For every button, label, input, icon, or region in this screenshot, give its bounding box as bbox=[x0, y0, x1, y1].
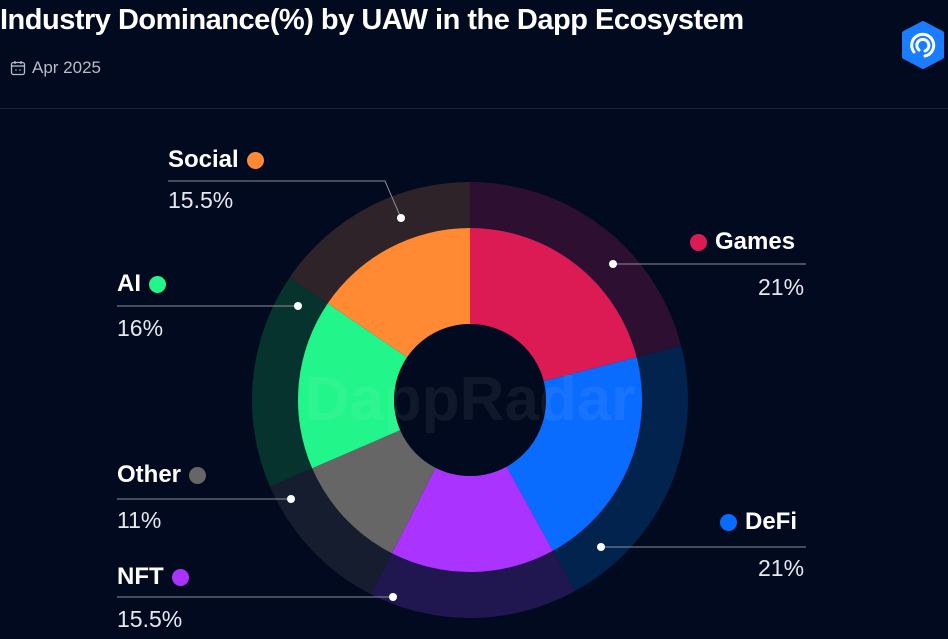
slice-social[interactable] bbox=[327, 228, 470, 358]
dappradar-logo-icon bbox=[902, 21, 944, 69]
label-text-other: Other bbox=[117, 461, 182, 488]
legend-dot-defi bbox=[720, 513, 737, 531]
leader-dot-social bbox=[397, 214, 405, 222]
value-label-other: 11% bbox=[117, 507, 162, 533]
legend-dot-nft bbox=[171, 568, 189, 586]
chart-title: Industry Dominance(%) by UAW in the Dapp… bbox=[0, 4, 744, 36]
date-display: Apr 2025 bbox=[10, 58, 101, 78]
calendar-icon bbox=[10, 61, 26, 76]
slice-other[interactable] bbox=[312, 430, 436, 554]
outer-ring-social bbox=[289, 182, 470, 305]
header-divider bbox=[0, 108, 948, 109]
slice-nft[interactable] bbox=[391, 466, 553, 572]
slice-ai[interactable] bbox=[298, 303, 408, 469]
value-label-nft: 15.5% bbox=[117, 606, 183, 632]
legend-dot-other bbox=[189, 466, 207, 484]
leader-dot-nft bbox=[389, 593, 397, 601]
label-text-social: Social bbox=[168, 146, 239, 173]
label-ai: AI bbox=[117, 270, 166, 298]
leader-dot-games bbox=[609, 260, 617, 268]
outer-ring-ai bbox=[252, 277, 330, 487]
watermark: DappRadar bbox=[305, 365, 636, 434]
legend-dot-social bbox=[246, 151, 264, 169]
outer-ring-defi bbox=[551, 345, 688, 592]
label-defi: DeFi bbox=[720, 508, 797, 536]
label-games: Games bbox=[690, 228, 795, 256]
label-text-nft: NFT bbox=[117, 563, 164, 590]
label-text-ai: AI bbox=[117, 270, 141, 297]
label-text-defi: DeFi bbox=[745, 508, 798, 535]
label-social: Social bbox=[168, 146, 264, 174]
slice-games[interactable] bbox=[470, 228, 637, 382]
donut-hole bbox=[394, 324, 546, 476]
date-text: Apr 2025 bbox=[32, 58, 101, 77]
value-label-social: 15.5% bbox=[168, 187, 234, 213]
outer-ring-other bbox=[269, 467, 393, 595]
legend-dot-ai bbox=[149, 275, 166, 293]
leader-line-social bbox=[168, 180, 402, 219]
label-nft: NFT bbox=[117, 563, 189, 591]
value-label-games: 21% bbox=[758, 274, 805, 300]
leader-dot-defi bbox=[597, 543, 605, 551]
leader-dot-other bbox=[287, 495, 295, 503]
slice-defi[interactable] bbox=[506, 357, 642, 551]
value-label-defi: 21% bbox=[758, 555, 805, 581]
value-label-ai: 16% bbox=[117, 315, 164, 341]
outer-ring-games bbox=[470, 182, 682, 358]
label-text-games: Games bbox=[715, 228, 796, 255]
legend-dot-games bbox=[690, 233, 707, 251]
outer-ring-nft bbox=[371, 548, 576, 618]
leader-dot-ai bbox=[294, 302, 302, 310]
label-other: Other bbox=[117, 461, 207, 489]
